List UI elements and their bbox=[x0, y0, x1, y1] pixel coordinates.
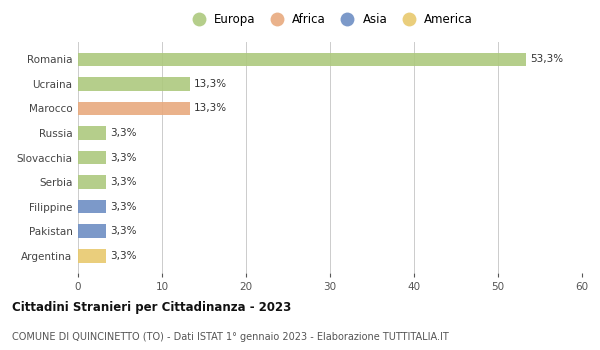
Text: 3,3%: 3,3% bbox=[110, 153, 136, 162]
Bar bbox=[78, 126, 106, 140]
Bar bbox=[78, 249, 106, 262]
Bar bbox=[78, 224, 106, 238]
Bar bbox=[78, 200, 106, 214]
Bar bbox=[78, 102, 190, 115]
Bar bbox=[78, 52, 526, 66]
Text: 3,3%: 3,3% bbox=[110, 251, 136, 261]
Bar bbox=[78, 151, 106, 164]
Text: 3,3%: 3,3% bbox=[110, 128, 136, 138]
Text: 13,3%: 13,3% bbox=[194, 79, 227, 89]
Text: 3,3%: 3,3% bbox=[110, 177, 136, 187]
Text: 13,3%: 13,3% bbox=[194, 103, 227, 113]
Text: Cittadini Stranieri per Cittadinanza - 2023: Cittadini Stranieri per Cittadinanza - 2… bbox=[12, 301, 291, 315]
Bar bbox=[78, 175, 106, 189]
Text: COMUNE DI QUINCINETTO (TO) - Dati ISTAT 1° gennaio 2023 - Elaborazione TUTTITALI: COMUNE DI QUINCINETTO (TO) - Dati ISTAT … bbox=[12, 331, 449, 342]
Text: 3,3%: 3,3% bbox=[110, 202, 136, 212]
Text: 53,3%: 53,3% bbox=[530, 54, 563, 64]
Bar bbox=[78, 77, 190, 91]
Legend: Europa, Africa, Asia, America: Europa, Africa, Asia, America bbox=[185, 11, 475, 29]
Text: 3,3%: 3,3% bbox=[110, 226, 136, 236]
